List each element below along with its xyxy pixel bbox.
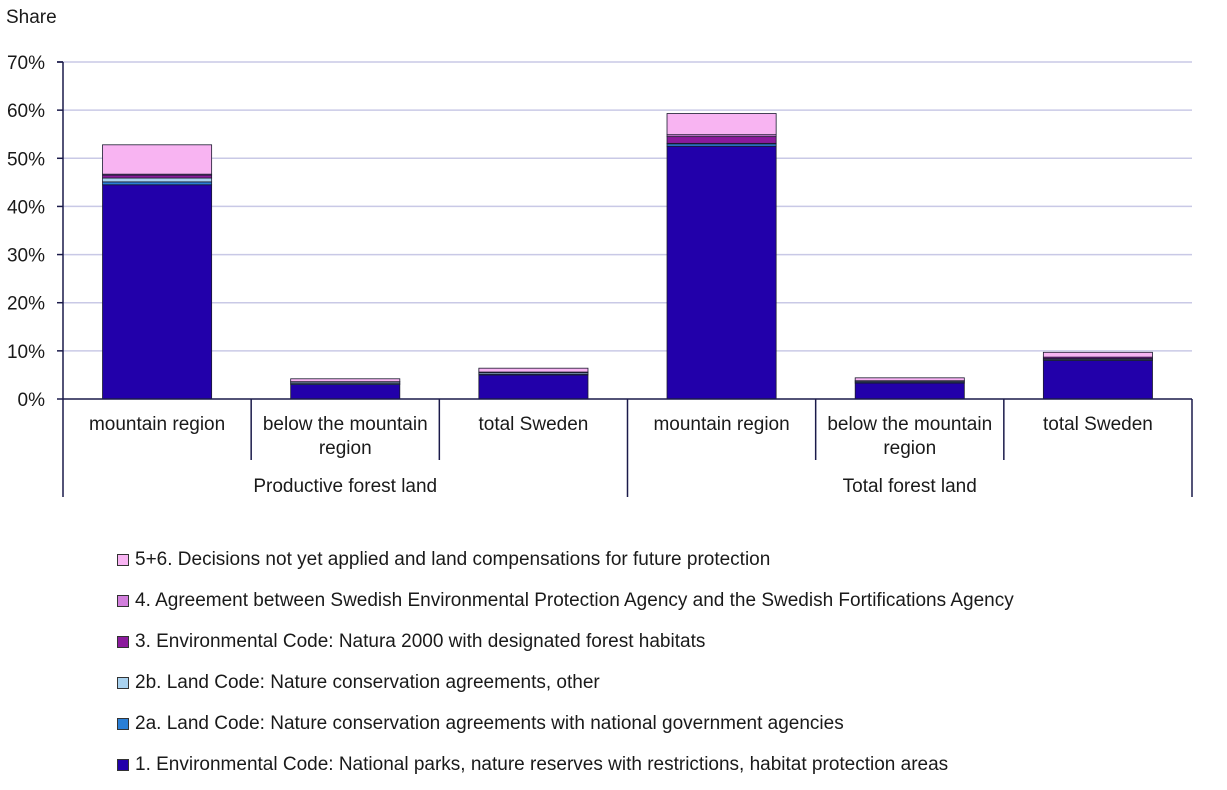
x-category-label: total Sweden bbox=[478, 414, 588, 435]
bar-segment bbox=[290, 384, 401, 400]
y-tick-label: 0% bbox=[18, 390, 46, 411]
y-tick-label: 20% bbox=[7, 294, 45, 315]
bar-segment bbox=[478, 367, 589, 373]
legend-item: 4. Agreement between Swedish Environment… bbox=[117, 589, 1014, 613]
bar-segment bbox=[666, 136, 777, 144]
gridlines bbox=[63, 61, 1192, 352]
legend-item: 2a. Land Code: Nature conservation agree… bbox=[117, 712, 844, 736]
legend-label: 4. Agreement between Swedish Environment… bbox=[135, 590, 1014, 611]
legend-label: 2b. Land Code: Nature conservation agree… bbox=[135, 672, 600, 693]
y-tick-label: 30% bbox=[7, 246, 45, 267]
bar-segment bbox=[1042, 351, 1153, 358]
bar-segment bbox=[666, 145, 777, 400]
x-category-label: mountain region bbox=[653, 414, 789, 435]
bar-segment bbox=[102, 184, 213, 400]
y-tick-label: 40% bbox=[7, 197, 45, 218]
y-tick-label: 70% bbox=[7, 53, 45, 74]
legend-swatch bbox=[117, 636, 129, 648]
stacked-bar-chart: Share 0% 10% 20% 30% 40% 50% 60% 70% mountain r… bbox=[6, 7, 1193, 497]
y-tick-label: 50% bbox=[7, 149, 45, 170]
bars bbox=[102, 113, 1153, 400]
x-category-labels: mountain region below the mountain region t… bbox=[89, 414, 1153, 459]
bar-segment bbox=[1042, 360, 1153, 400]
y-axis-title: Share bbox=[6, 7, 57, 28]
y-tick-labels: 0% 10% 20% 30% 40% 50% 60% 70% bbox=[7, 53, 45, 411]
x-category-label: below the mountain region bbox=[263, 414, 428, 459]
bar-segment bbox=[290, 378, 401, 383]
x-category-label: total Sweden bbox=[1043, 414, 1153, 435]
legend-item: 1. Environmental Code: National parks, n… bbox=[117, 753, 948, 777]
x-category-label: below the mountain region bbox=[827, 414, 992, 459]
y-tick-label: 60% bbox=[7, 101, 45, 122]
bar-segment bbox=[854, 382, 965, 400]
bar-segment bbox=[102, 174, 213, 179]
legend-item: 5+6. Decisions not yet applied and land … bbox=[117, 548, 770, 572]
legend-item: 2b. Land Code: Nature conservation agree… bbox=[117, 671, 600, 695]
x-group-label: Total forest land bbox=[843, 476, 977, 497]
bar-segment bbox=[478, 374, 589, 400]
bar-segment bbox=[854, 377, 965, 382]
legend-item: 3. Environmental Code: Natura 2000 with … bbox=[117, 630, 705, 654]
legend-swatch bbox=[117, 677, 129, 689]
legend-swatch bbox=[117, 595, 129, 607]
legend-swatch bbox=[117, 759, 129, 771]
x-category-label: mountain region bbox=[89, 414, 225, 435]
bar-segment bbox=[102, 177, 213, 183]
legend-label: 5+6. Decisions not yet applied and land … bbox=[135, 549, 771, 570]
x-group-label: Productive forest land bbox=[253, 476, 437, 497]
bar-segment bbox=[666, 113, 777, 136]
x-group-labels: Productive forest land Total forest land bbox=[253, 476, 976, 497]
bar-segment bbox=[102, 181, 213, 186]
legend-label: 2a. Land Code: Nature conservation agree… bbox=[135, 713, 844, 734]
y-tick-label: 10% bbox=[7, 342, 45, 363]
bar-segment bbox=[102, 144, 213, 175]
legend-label: 1. Environmental Code: National parks, n… bbox=[135, 754, 949, 775]
legend-swatch bbox=[117, 718, 129, 730]
legend-label: 3. Environmental Code: Natura 2000 with … bbox=[135, 631, 706, 652]
axes bbox=[57, 61, 1193, 497]
legend-swatch bbox=[117, 554, 129, 566]
